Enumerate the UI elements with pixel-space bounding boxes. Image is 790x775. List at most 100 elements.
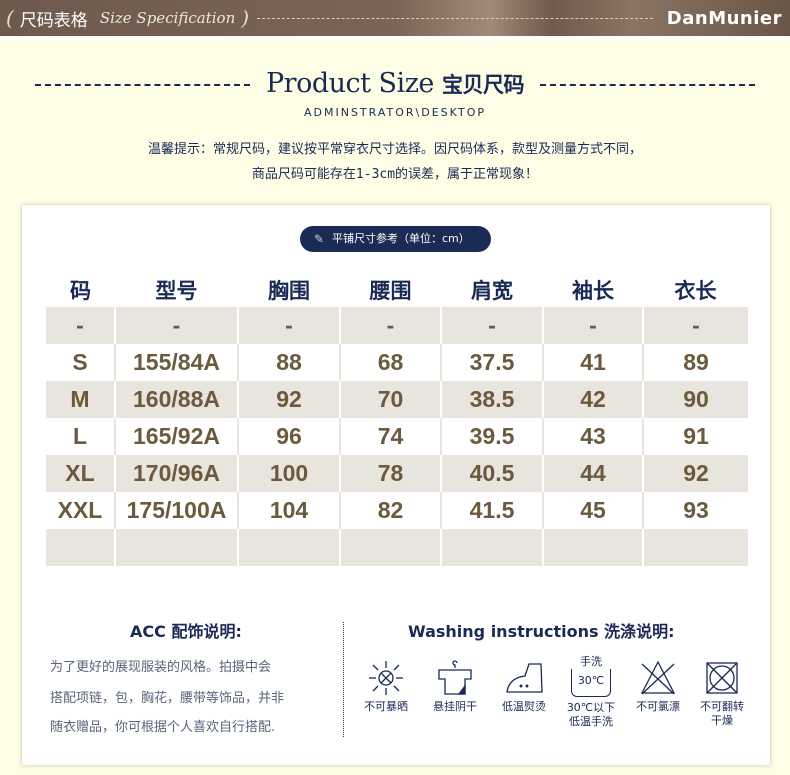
section-divider [343,622,344,737]
table-row [46,529,748,566]
banner: ( 尺码表格 Size Specification ) DanMunier [0,0,790,36]
table-cell: - [642,307,748,344]
table-cell: 92 [642,455,748,492]
table-cell [114,529,238,566]
table-cell [339,529,441,566]
tip-line-2: 商品尺码可能存在1-3cm的误差，属于正常现象！ [251,167,539,182]
table-cell: M [46,381,115,418]
hand-wash-icon: 30℃ [571,669,611,697]
header-length: 衣长 [674,278,717,303]
no-bleach-label: 不可氯漂 [636,700,680,713]
tip-line-1: 温馨提示：常规尺码，建议按平常穿衣尺寸选择。因尺码体系，款型及测量方式不同， [147,142,642,157]
table-row: ------- [46,307,748,344]
page-title: Product Size 宝贝尺码 [266,66,525,103]
hand-wash-temp: 30℃ [577,674,605,687]
washing-title: Washing instructions 洗涤说明: [408,622,675,641]
low-iron-item: 低温熨烫 [492,660,556,714]
hang-dry-item: 悬挂阴干 [423,660,487,714]
title-cn: 宝贝尺码 [442,73,525,97]
table-row: XXL 175/100A 104 82 41.5 45 93 [46,492,748,529]
acc-line-2: 搭配项链，包，胸花，腰带等饰品，并非 [50,691,285,706]
table-cell: - [237,307,340,344]
table-cell: 92 [237,381,340,418]
header-sleeve: 袖长 [572,278,614,303]
banner-title-en: Size Specification [99,9,236,27]
table-cell: 41 [542,344,643,381]
table-header-row: 码 型号 胸围 腰围 肩宽 袖长 衣长 [46,272,748,307]
subtitle: ADMINSTRATOR\DESKTOP [303,106,487,119]
table-cell: 78 [339,455,441,492]
table-row: L 165/92A 96 74 39.5 43 91 [46,418,748,455]
title-dashes-right [540,83,755,86]
table-cell: 41.5 [440,492,543,529]
no-tumble-label-2: 干燥 [711,714,733,727]
size-table: 码 型号 胸围 腰围 肩宽 袖长 衣长 - - - - - - - S 155/84A 88 68 3… [46,272,748,566]
hand-wash-top: 手洗 [580,655,602,668]
table-cell: 40.5 [440,455,543,492]
measure-pill: ✎ 平铺尺寸参考（单位：cm） [300,226,491,252]
pill-label: 平铺尺寸参考（单位：cm） [332,232,470,245]
no-tumble-label: 不可翻转 [700,700,744,713]
table-cell: 91 [642,418,748,455]
no-bleach-item: 不可氯漂 [626,660,690,714]
hand-wash-label: 30℃以下 [566,701,616,714]
table-cell [542,529,643,566]
low-iron-label: 低温熨烫 [502,700,546,713]
title-row: Product Size 宝贝尺码 [35,66,755,103]
table-cell: XL [46,455,115,492]
table-cell: 170/96A [114,455,238,492]
table-cell: 100 [237,455,340,492]
no-tumble-item: 不可翻转 干燥 [690,660,754,728]
table-cell [440,529,543,566]
table-cell: 104 [237,492,340,529]
no-sun-label: 不可暴晒 [364,700,408,713]
table-cell [642,529,748,566]
brand-logo: DanMunier [666,7,782,29]
table-cell [237,529,340,566]
table-cell: 82 [339,492,441,529]
table-cell: XXL [46,492,115,529]
header-model: 型号 [155,278,198,303]
low-iron-icon [506,663,543,693]
table-cell: L [46,418,115,455]
table-cell: - [440,307,543,344]
acc-title: ACC 配饰说明: [130,622,242,641]
no-tumble-dry-icon [706,662,738,694]
table-cell: 42 [542,381,643,418]
table-cell: 155/84A [114,344,238,381]
table-row: M 160/88A 92 70 38.5 42 90 [46,381,748,418]
table-cell: 160/88A [114,381,238,418]
banner-paren-left: ( [6,6,14,30]
header-size: 码 [70,278,91,303]
table-cell: 90 [642,381,748,418]
table-row: XL 170/96A 100 78 40.5 44 92 [46,455,748,492]
table-cell: 37.5 [440,344,543,381]
title-en: Product Size [266,68,434,99]
table-cell [46,529,115,566]
table-cell: 68 [339,344,441,381]
table-cell: - [339,307,441,344]
header-shoulder: 肩宽 [471,278,513,303]
table-cell: - [114,307,238,344]
no-sun-icon [369,661,403,695]
table-cell: 39.5 [440,418,543,455]
table-cell: 70 [339,381,441,418]
table-cell: 165/92A [114,418,238,455]
pin-icon: ✎ [314,232,325,246]
table-cell: 38.5 [440,381,543,418]
table-cell: 93 [642,492,748,529]
header-chest: 胸围 [268,278,310,303]
banner-title-cn: 尺码表格 [19,10,88,31]
hang-dry-label: 悬挂阴干 [433,700,477,713]
hand-wash-item: 手洗 30℃ 30℃以下 低温手洗 [559,655,623,729]
acc-line-3: 随衣赠品，你可根据个人喜欢自行搭配. [50,720,276,735]
table-row: S 155/84A 88 68 37.5 41 89 [46,344,748,381]
hang-dry-icon [438,660,472,695]
table-cell: 88 [237,344,340,381]
gap [0,36,790,41]
table-cell: 74 [339,418,441,455]
banner-paren-right: ) [241,6,250,30]
table-cell: 44 [542,455,643,492]
hand-wash-label-2: 低温手洗 [569,715,613,728]
table-cell: 96 [237,418,340,455]
